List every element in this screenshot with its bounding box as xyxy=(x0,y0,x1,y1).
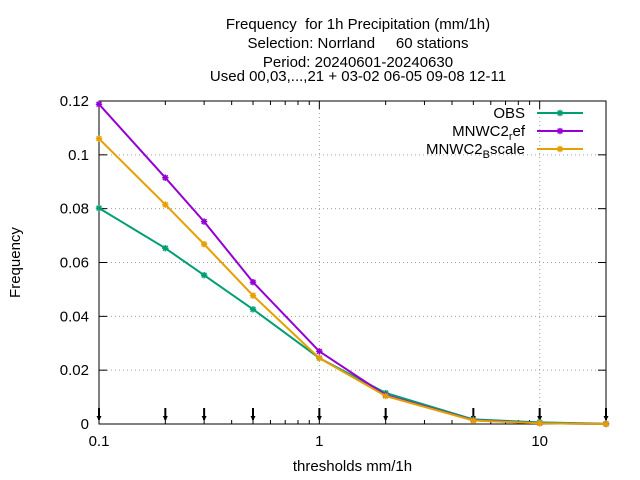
y-tick-label: 0 xyxy=(81,416,89,433)
series-point xyxy=(382,392,389,400)
legend-marker xyxy=(556,127,564,135)
threshold-marks xyxy=(96,408,609,421)
series-point xyxy=(316,348,323,355)
series-point xyxy=(249,292,257,299)
y-tick-label: 0.1 xyxy=(68,147,89,164)
legend-label: OBS xyxy=(493,105,525,122)
threshold-mark-head xyxy=(603,416,609,421)
legend-marker xyxy=(556,145,564,153)
series-line-3 xyxy=(98,137,607,425)
threshold-mark-head xyxy=(96,416,102,421)
grid xyxy=(99,101,606,424)
x-tick-label: 10 xyxy=(531,433,548,450)
y-tick-label: 0.02 xyxy=(60,362,89,379)
series-point xyxy=(200,218,208,225)
series-point xyxy=(200,240,208,248)
series-point xyxy=(470,417,477,424)
y-axis: 0 0.02 0.04 0.06 0.08 0.1 0.12 xyxy=(60,93,606,433)
legend-marker xyxy=(556,109,564,117)
legend-label: MNWC2Bscale xyxy=(426,141,525,161)
x-tick-label: 0.1 xyxy=(89,433,110,450)
series-point xyxy=(95,101,103,108)
series-point xyxy=(249,306,257,313)
title-line: Period: 20240601-20240630 xyxy=(263,54,453,71)
threshold-mark-head xyxy=(537,416,543,421)
series-point xyxy=(536,419,543,427)
x-tick-label: 1 xyxy=(315,433,323,450)
chart-title: Frequency for 1h Precipitation (mm/1h) Se… xyxy=(210,16,506,85)
threshold-mark-head xyxy=(162,416,168,421)
threshold-mark-head xyxy=(383,416,389,421)
title-line: Selection: Norrland 60 stations xyxy=(248,35,469,52)
series-point xyxy=(162,201,169,208)
threshold-mark-head xyxy=(250,416,256,421)
title-line: Used 00,03,...,21 + 03-02 06-05 09-08 12… xyxy=(210,68,506,85)
series-point xyxy=(95,135,103,142)
x-axis: 0.1 1 10 xyxy=(89,101,607,450)
legend-label: MNWC2ref xyxy=(452,123,526,143)
y-tick-label: 0.04 xyxy=(60,308,89,325)
series-point xyxy=(162,245,169,252)
y-tick-label: 0.06 xyxy=(60,255,89,272)
threshold-mark-head xyxy=(201,416,207,421)
y-axis-label: Frequency xyxy=(7,227,24,298)
series-point xyxy=(602,420,610,428)
series-point xyxy=(200,271,208,279)
title-line: Frequency for 1h Precipitation (mm/1h) xyxy=(226,16,490,33)
series-point xyxy=(162,174,169,181)
series-lines xyxy=(95,101,610,428)
series-point xyxy=(249,278,257,286)
series-point xyxy=(95,204,103,212)
series-point xyxy=(316,354,323,362)
y-tick-label: 0.08 xyxy=(60,201,89,218)
y-tick-label: 0.12 xyxy=(60,93,89,110)
threshold-mark-head xyxy=(316,416,322,421)
x-axis-label: thresholds mm/1h xyxy=(293,458,412,475)
